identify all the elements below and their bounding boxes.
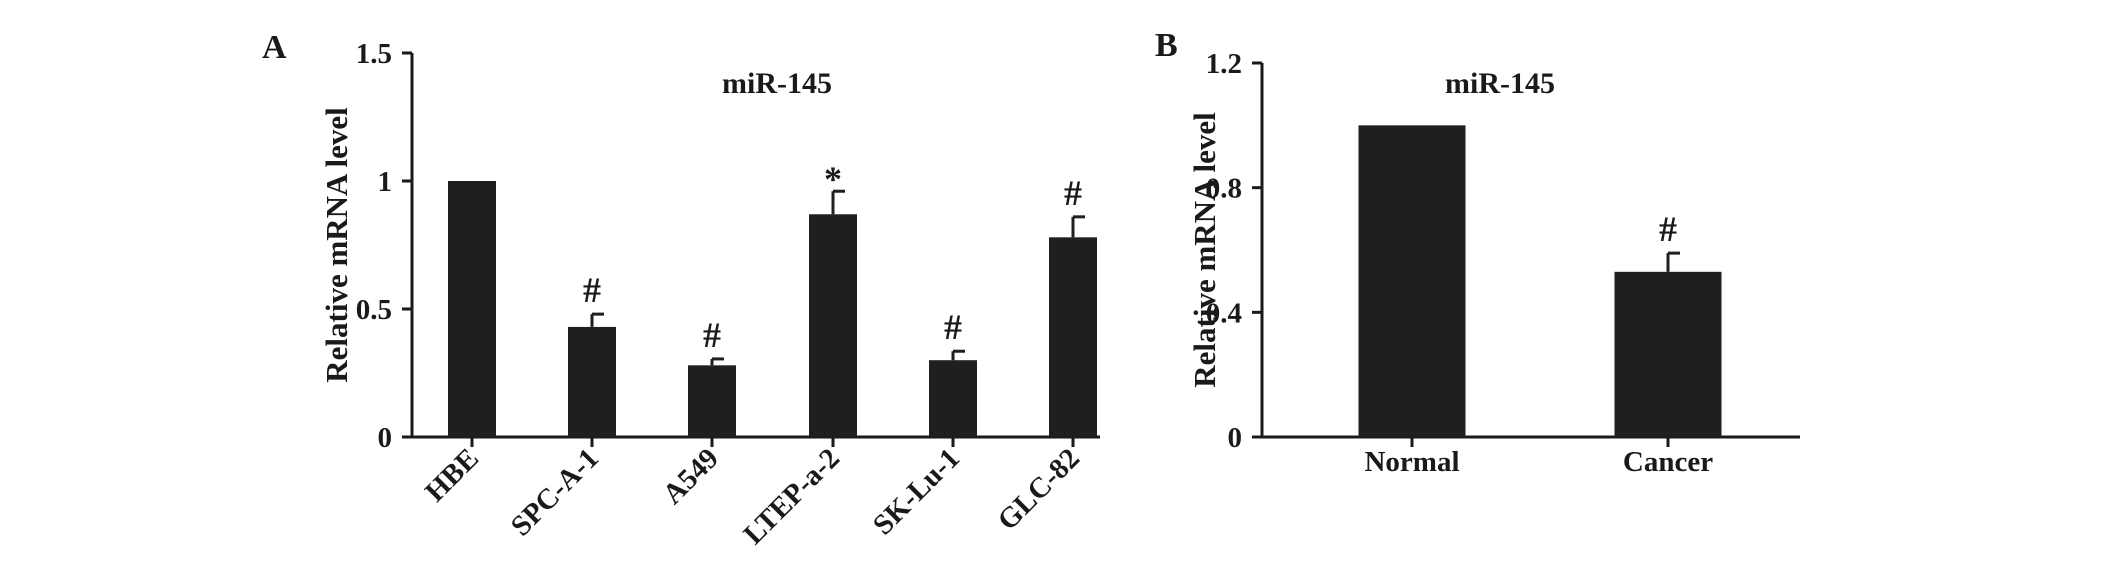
x-category-label: GLC-82 [992,442,1086,536]
x-category-label: HBE [419,442,485,508]
significance-mark: # [583,270,601,310]
y-tick-label: 0.8 [1206,173,1242,205]
y-tick-label: 0.5 [356,294,392,326]
y-axis-label: Relative mRNA level [1187,112,1222,388]
chart-title: miR-145 [1445,67,1555,100]
x-category-label: SK-Lu-1 [867,442,966,541]
x-category-label: LTEP-a-2 [737,442,845,550]
bar [1614,271,1722,437]
bar [1049,237,1097,437]
bar [929,360,977,437]
y-tick-label: 1.2 [1206,48,1242,80]
y-tick-label: 1.5 [356,38,392,70]
y-tick-label: 0.4 [1206,297,1242,329]
y-tick-label: 1 [378,166,393,198]
bar [688,365,736,437]
x-category-label: A549 [657,442,725,510]
bar [1358,125,1466,437]
bar [568,326,616,437]
x-category-label: SPC-A-1 [505,442,605,542]
panel-letter: A [262,29,287,66]
bar [809,214,857,437]
significance-mark: # [944,307,962,347]
significance-mark: # [703,315,721,355]
x-category-label: Normal [1364,446,1459,478]
x-category-label: Cancer [1623,446,1713,478]
panel-letter: B [1155,27,1178,64]
bar [448,181,496,437]
significance-mark: * [824,159,842,199]
chart-title: miR-145 [722,67,832,100]
significance-mark: # [1064,173,1082,213]
significance-mark: # [1659,209,1677,249]
y-tick-label: 0 [1228,422,1243,454]
y-tick-label: 0 [378,422,393,454]
y-axis-label: Relative mRNA level [319,107,354,383]
